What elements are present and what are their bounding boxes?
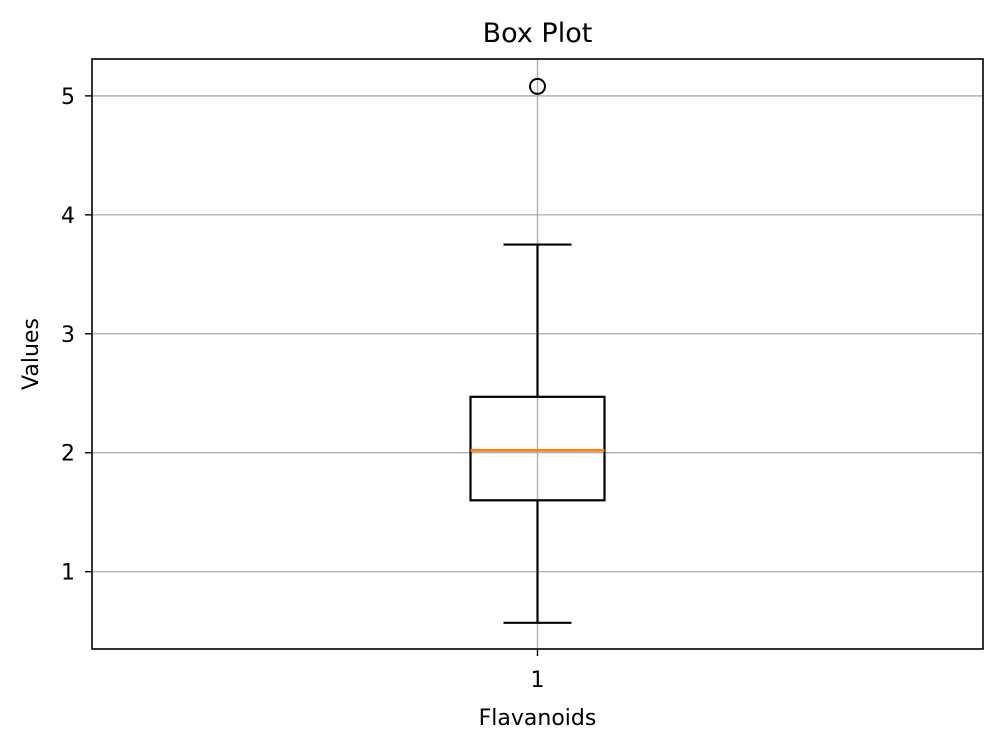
y-tick-label: 3 [61,323,75,348]
y-tick-label: 4 [61,204,75,229]
outlier-point [529,77,546,95]
x-axis-label: Flavanoids [479,706,597,731]
x-tick-label: 1 [531,668,545,693]
y-tick-label: 2 [61,442,75,467]
y-tick-label: 5 [61,85,75,110]
axis-ticks: 1 2 3 4 5 1 [61,85,545,693]
chart-title: Box Plot [483,18,593,49]
box-elements [469,77,606,624]
interquartile-box [469,395,606,502]
y-axis-label: Values [19,318,44,390]
y-tick-label: 1 [61,561,75,586]
